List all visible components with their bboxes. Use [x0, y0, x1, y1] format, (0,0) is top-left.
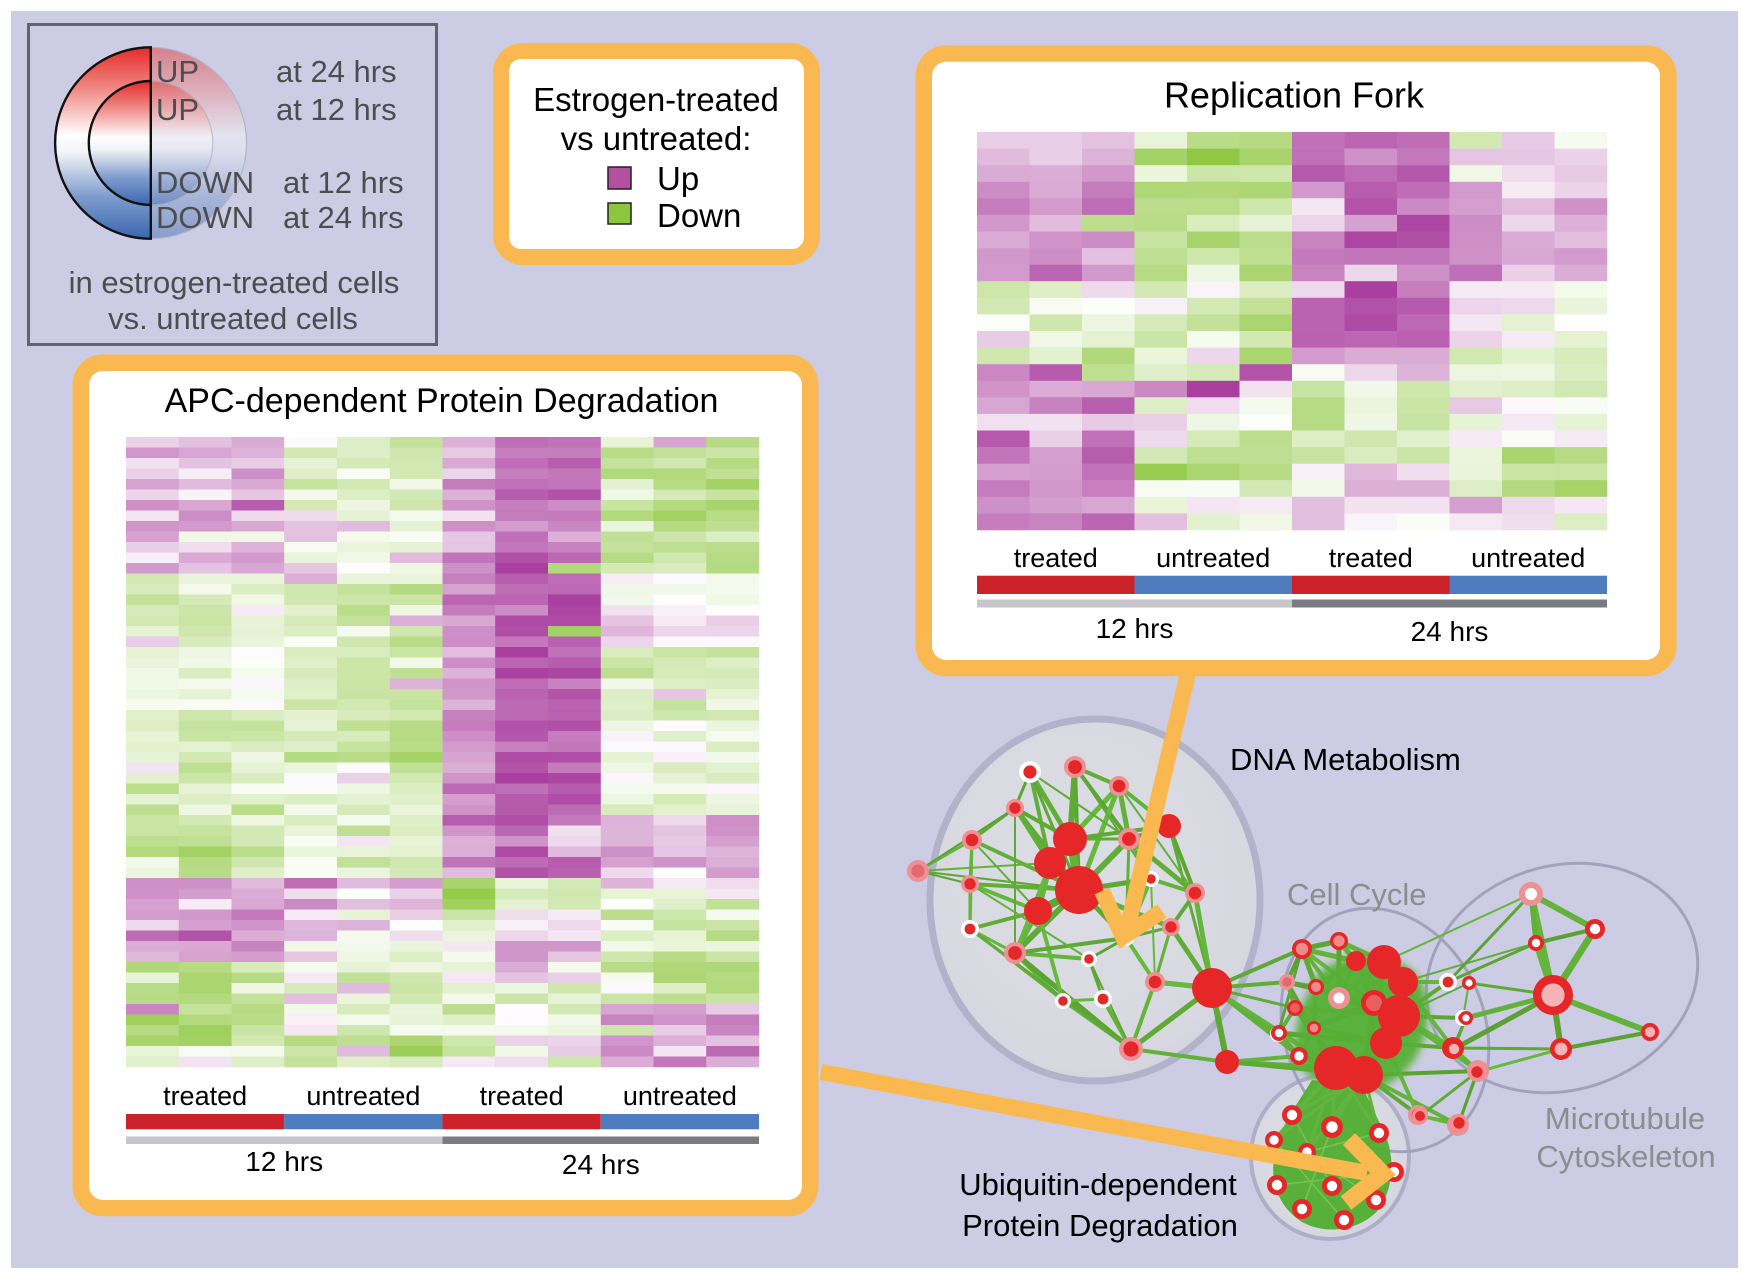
svg-text:Cell Cycle: Cell Cycle — [1287, 877, 1427, 912]
svg-text:untreated: untreated — [1471, 543, 1585, 573]
svg-text:at 12 hrs: at 12 hrs — [276, 92, 397, 127]
svg-text:UP: UP — [156, 92, 199, 127]
svg-text:vs. untreated cells: vs. untreated cells — [108, 301, 358, 336]
svg-text:vs untreated:: vs untreated: — [561, 120, 752, 157]
svg-text:Ubiquitin-dependent: Ubiquitin-dependent — [959, 1167, 1237, 1202]
svg-text:24 hrs: 24 hrs — [1411, 616, 1489, 647]
svg-text:DNA Metabolism: DNA Metabolism — [1230, 742, 1461, 777]
svg-text:untreated: untreated — [623, 1081, 737, 1111]
svg-text:treated: treated — [1329, 543, 1413, 573]
svg-text:untreated: untreated — [306, 1081, 420, 1111]
svg-text:Cytoskeleton: Cytoskeleton — [1536, 1139, 1715, 1174]
svg-text:DOWN: DOWN — [156, 200, 254, 235]
svg-text:24 hrs: 24 hrs — [562, 1149, 640, 1180]
svg-text:in estrogen-treated cells: in estrogen-treated cells — [69, 265, 400, 300]
svg-text:12 hrs: 12 hrs — [1096, 613, 1174, 644]
svg-text:at 24 hrs: at 24 hrs — [283, 200, 404, 235]
svg-text:treated: treated — [1014, 543, 1098, 573]
svg-text:Estrogen-treated: Estrogen-treated — [533, 81, 779, 118]
svg-text:DOWN: DOWN — [156, 165, 254, 200]
svg-text:APC-dependent Protein Degradat: APC-dependent Protein Degradation — [165, 382, 719, 420]
svg-text:UP: UP — [156, 54, 199, 89]
svg-text:Up: Up — [657, 160, 699, 197]
svg-text:at 24 hrs: at 24 hrs — [276, 54, 397, 89]
svg-text:untreated: untreated — [1156, 543, 1270, 573]
svg-text:treated: treated — [480, 1081, 564, 1111]
svg-text:Replication Fork: Replication Fork — [1164, 75, 1425, 116]
svg-text:Down: Down — [657, 197, 741, 234]
svg-text:Protein Degradation: Protein Degradation — [962, 1208, 1238, 1243]
svg-text:12 hrs: 12 hrs — [245, 1146, 323, 1177]
svg-text:at 12 hrs: at 12 hrs — [283, 165, 404, 200]
svg-text:Microtubule: Microtubule — [1545, 1101, 1705, 1136]
svg-text:treated: treated — [163, 1081, 247, 1111]
